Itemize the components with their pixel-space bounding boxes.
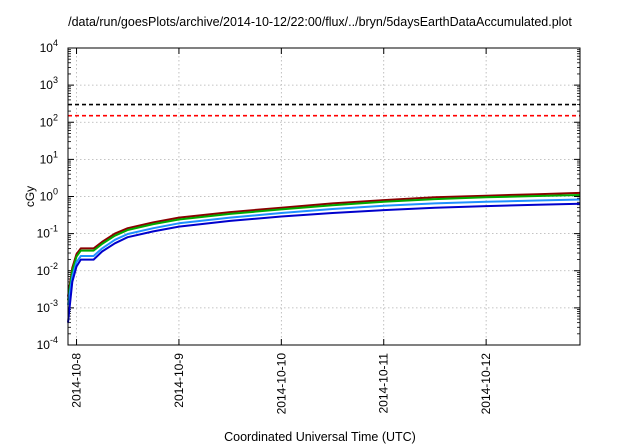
x-tick-label: 2014-10-10: [274, 353, 288, 415]
x-tick-label: 2014-10-11: [377, 353, 391, 414]
data-series-line: [67, 198, 581, 306]
data-series-line: [67, 191, 581, 297]
y-tick-label: 102: [40, 112, 58, 129]
y-tick-label: 103: [40, 75, 58, 92]
y-tick-label: 10-1: [37, 224, 58, 241]
x-tick-label: 2014-10-8: [70, 353, 84, 408]
y-tick-label: 10-4: [37, 335, 58, 352]
y-tick-label: 10-2: [37, 261, 58, 278]
y-tick-label: 104: [40, 38, 58, 55]
plot-frame: [67, 47, 581, 346]
x-tick-label: 2014-10-12: [479, 353, 493, 415]
y-axis-label: cGy: [23, 186, 37, 207]
data-series-line: [67, 202, 581, 323]
y-tick-label: 10-3: [37, 298, 58, 315]
x-tick-label: 2014-10-9: [172, 353, 186, 408]
y-tick-label: 101: [40, 149, 58, 166]
y-tick-label: 100: [40, 187, 58, 204]
x-axis-label: Coordinated Universal Time (UTC): [224, 430, 416, 444]
data-series-line: [67, 194, 581, 301]
chart-title: /data/run/goesPlots/archive/2014-10-12/2…: [68, 15, 572, 29]
